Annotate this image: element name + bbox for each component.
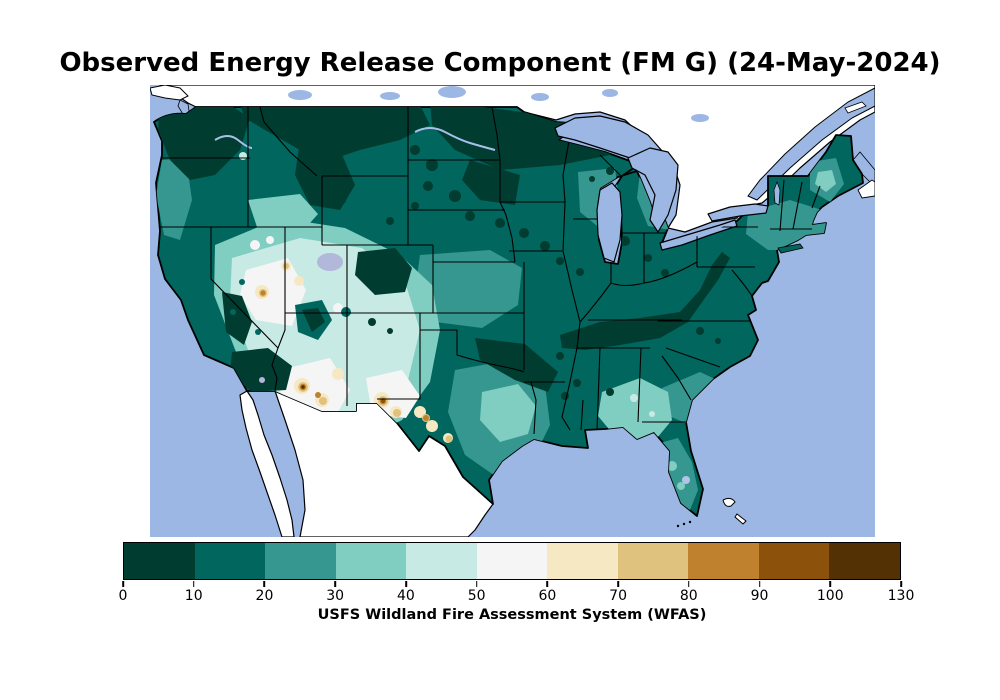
coastal-details <box>676 243 804 528</box>
colorbar-tick-label: 0 <box>118 588 128 604</box>
colorbar-tick-label: 20 <box>255 588 274 604</box>
colorbar-tick <box>546 581 549 587</box>
lake-ontario <box>707 203 769 222</box>
great-lakes <box>554 115 781 263</box>
colorbar-tick-label: 80 <box>679 588 698 604</box>
colorbar-tick <box>263 581 266 587</box>
great-salt-lake <box>317 253 343 271</box>
colorbar-tick-label: 100 <box>816 588 844 604</box>
colorbar-tick <box>758 581 761 587</box>
colorbar-segment-90-100 <box>758 543 830 579</box>
colorbar-ticks <box>122 581 902 587</box>
colorbar <box>123 542 901 580</box>
colorbar-segment-30-40 <box>335 543 407 579</box>
colorbar-tick <box>829 581 832 587</box>
colorbar-tick-label: 50 <box>467 588 486 604</box>
colorbar-tick <box>192 581 195 587</box>
colorbar-tick <box>900 581 902 587</box>
colorbar-tick-label: 30 <box>326 588 345 604</box>
erc-0-10-contours <box>158 107 730 400</box>
figure-title: Observed Energy Release Component (FM G)… <box>59 48 941 78</box>
colorbar-segment-20-30 <box>265 543 336 579</box>
florida-keys <box>676 520 692 528</box>
colorbar-tick <box>122 581 124 587</box>
colorbar-segment-50-60 <box>476 543 548 579</box>
colorbar-tick <box>334 581 336 587</box>
lake-okeechobee <box>682 476 690 484</box>
nova-scotia <box>857 179 875 199</box>
lake-huron <box>627 147 679 233</box>
long-island <box>777 243 804 254</box>
canada-lakes <box>288 86 709 122</box>
colorbar-tick-labels: 0 10 20 30 40 50 60 70 80 90 100 130 <box>119 588 915 606</box>
colorbar-tick-label: 40 <box>396 588 415 604</box>
erc-basin-dark-pockets <box>230 279 351 340</box>
salton-sea <box>259 377 265 383</box>
colorbar-tick-label: 90 <box>750 588 769 604</box>
anticosti-island <box>844 101 867 114</box>
lake-michigan <box>596 182 623 263</box>
colorbar-segment-60-70 <box>547 543 618 579</box>
colorbar-tick-label: 70 <box>609 588 627 604</box>
vancouver-island <box>150 85 189 101</box>
colorbar-tick <box>405 581 407 587</box>
st-lawrence-river <box>747 87 875 201</box>
colorbar-label: USFS Wildland Fire Assessment System (WF… <box>317 607 707 623</box>
colorbar-tick-label: 10 <box>184 588 203 604</box>
colorbar-tick <box>688 581 690 587</box>
colorbar-segment-80-90 <box>688 543 759 579</box>
colorbar-tick-label: 60 <box>538 588 557 604</box>
colorbar-tick-label: 130 <box>887 588 915 604</box>
colorbar-segment-100-130 <box>829 543 901 579</box>
rivers <box>214 127 496 151</box>
colorbar-tick <box>475 581 478 587</box>
colorbar-segment-70-80 <box>617 543 689 579</box>
inland-lakes <box>259 253 690 484</box>
colorbar-segment-0-10 <box>124 543 195 579</box>
lake-champlain <box>773 181 781 206</box>
colorbar-segment-10-20 <box>194 543 266 579</box>
state-boundaries <box>160 107 821 435</box>
colorbar-tick <box>617 581 619 587</box>
colorbar-segment-40-50 <box>406 543 477 579</box>
lake-erie <box>659 219 738 251</box>
bahamas <box>722 497 747 525</box>
